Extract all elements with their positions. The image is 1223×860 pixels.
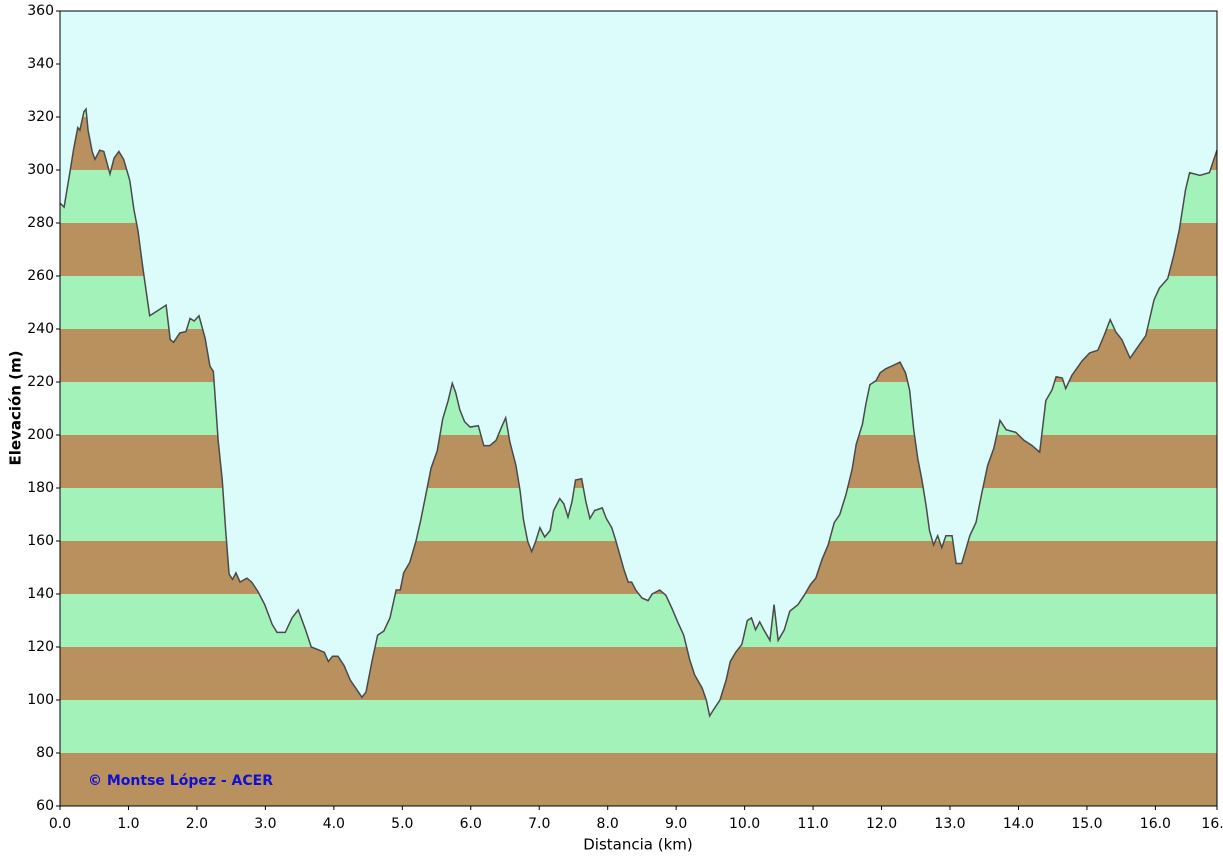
x-tick-label: 16.0 (1140, 816, 1171, 832)
y-tick-label: 360 (27, 3, 54, 19)
y-tick-label: 100 (27, 692, 54, 708)
elevation-band (60, 647, 1217, 700)
x-tick-label: 15.0 (1071, 816, 1102, 832)
x-tick-label: 4.0 (323, 816, 345, 832)
x-tick-label: 9.0 (665, 816, 687, 832)
annotation: © Montse López - ACER (88, 773, 273, 789)
x-axis-label: Distancia (km) (583, 836, 693, 854)
elevation-band (60, 753, 1217, 806)
x-tick-label: 5.0 (391, 816, 413, 832)
y-tick-label: 340 (27, 56, 54, 72)
x-tick-label: 13.0 (934, 816, 965, 832)
y-tick-label: 120 (27, 639, 54, 655)
x-tick-label: 14.0 (1003, 816, 1034, 832)
x-tick-label: 11.0 (797, 816, 828, 832)
y-tick-label: 60 (36, 798, 54, 814)
y-tick-label: 80 (36, 745, 54, 761)
x-tick-label: 10.0 (729, 816, 760, 832)
y-tick-label: 240 (27, 321, 54, 337)
y-tick-label: 260 (27, 268, 54, 284)
elevation-band (60, 594, 1217, 647)
y-tick-label: 220 (27, 374, 54, 390)
x-tick-label: 2.0 (186, 816, 208, 832)
y-tick-label: 160 (27, 533, 54, 549)
x-tick-label: 7.0 (528, 816, 550, 832)
x-tick-label: 16.9 (1201, 816, 1223, 832)
y-tick-label: 320 (27, 109, 54, 125)
x-tick-label: 6.0 (460, 816, 482, 832)
x-tick-label: 0.0 (49, 816, 71, 832)
x-tick-label: 8.0 (597, 816, 619, 832)
x-tick-label: 12.0 (866, 816, 897, 832)
x-tick-label: 3.0 (254, 816, 276, 832)
y-tick-label: 180 (27, 480, 54, 496)
y-tick-label: 280 (27, 215, 54, 231)
elevation-band (60, 700, 1217, 753)
y-tick-label: 300 (27, 162, 54, 178)
x-tick-label: 1.0 (117, 816, 139, 832)
y-axis-label: Elevación (m) (7, 350, 25, 465)
y-tick-label: 140 (27, 586, 54, 602)
plot-frame (59, 10, 1218, 807)
profile-line (59, 107, 1218, 718)
y-tick-label: 200 (27, 427, 54, 443)
